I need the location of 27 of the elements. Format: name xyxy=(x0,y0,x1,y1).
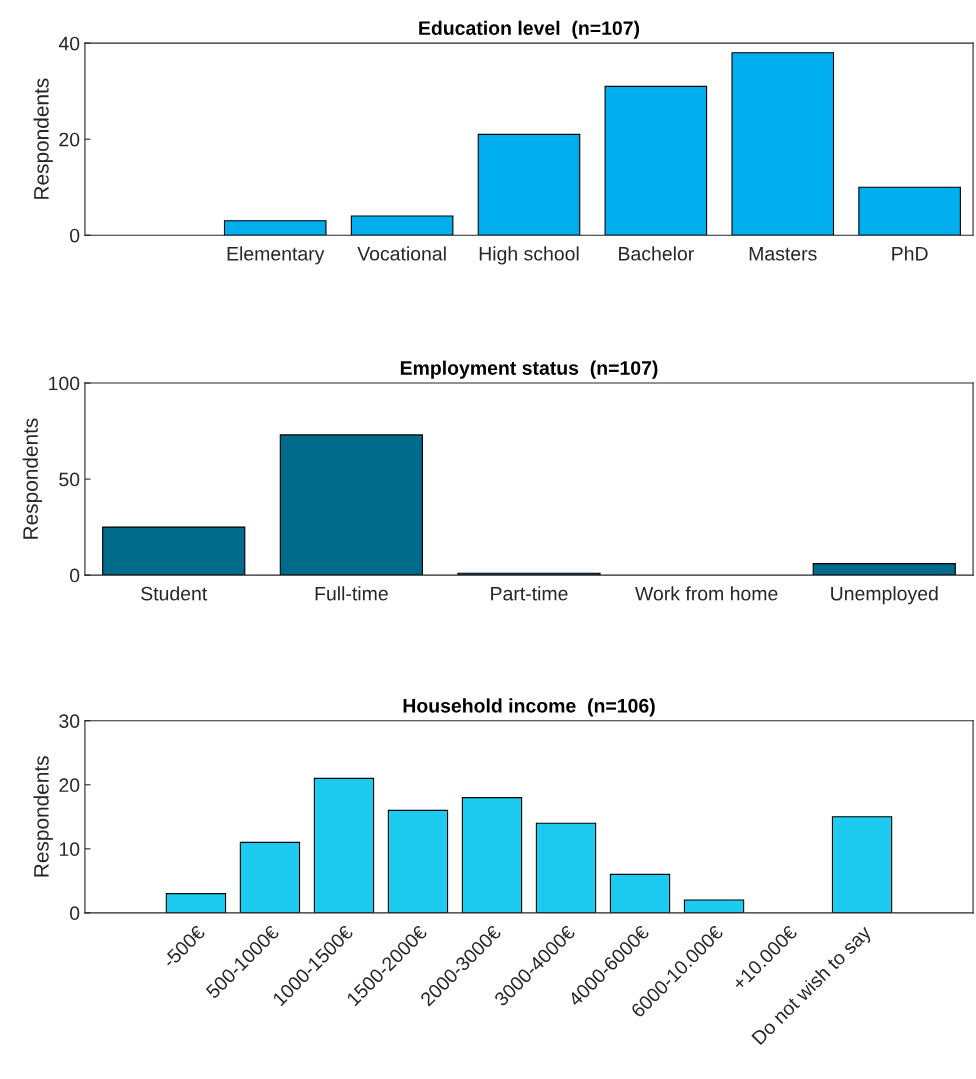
x-tick-label: High school xyxy=(479,246,579,265)
y-tick-label: 50 xyxy=(59,472,80,487)
y-tick-label: 10 xyxy=(59,842,80,857)
y-axis-title: Respondents xyxy=(22,418,43,539)
y-tick-label: 0 xyxy=(70,906,80,921)
y-tick-label: 0 xyxy=(70,228,80,243)
y-tick-label: 20 xyxy=(59,778,80,793)
x-tick-label: Full-time xyxy=(315,586,388,601)
x-tick-label: Unemployed xyxy=(831,586,938,605)
x-tick-label: Bachelor xyxy=(619,246,694,261)
y-tick-label: 40 xyxy=(58,36,80,51)
chart-title: Employment status (n=107) xyxy=(400,360,658,379)
x-tick-label: Masters xyxy=(749,247,817,261)
y-tick-label: 30 xyxy=(59,714,80,729)
x-tick-label: PhD xyxy=(892,246,928,261)
y-tick-label: 0 xyxy=(70,568,80,583)
y-tick-label: 20 xyxy=(59,132,80,147)
chart-title: Education level (n=107) xyxy=(419,20,640,39)
y-axis-title: Respondents xyxy=(33,78,53,199)
x-tick-label: Vocational xyxy=(357,246,446,261)
x-tick-label: Work from home xyxy=(635,586,778,601)
x-tick-label: Part-time xyxy=(491,586,568,601)
y-tick-label: 100 xyxy=(49,376,80,391)
x-tick-label: Elementary xyxy=(227,246,325,265)
x-tick-label: Student xyxy=(141,586,208,601)
y-axis-title: Respondents xyxy=(33,756,53,877)
chart-title: Household income (n=106) xyxy=(403,698,655,717)
